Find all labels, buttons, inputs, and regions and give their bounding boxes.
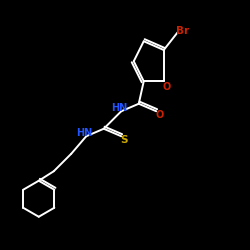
Text: O: O bbox=[155, 110, 164, 120]
Text: HN: HN bbox=[111, 103, 127, 113]
Text: Br: Br bbox=[176, 26, 190, 36]
Text: O: O bbox=[162, 82, 170, 92]
Text: HN: HN bbox=[76, 128, 92, 138]
Text: S: S bbox=[120, 135, 128, 145]
